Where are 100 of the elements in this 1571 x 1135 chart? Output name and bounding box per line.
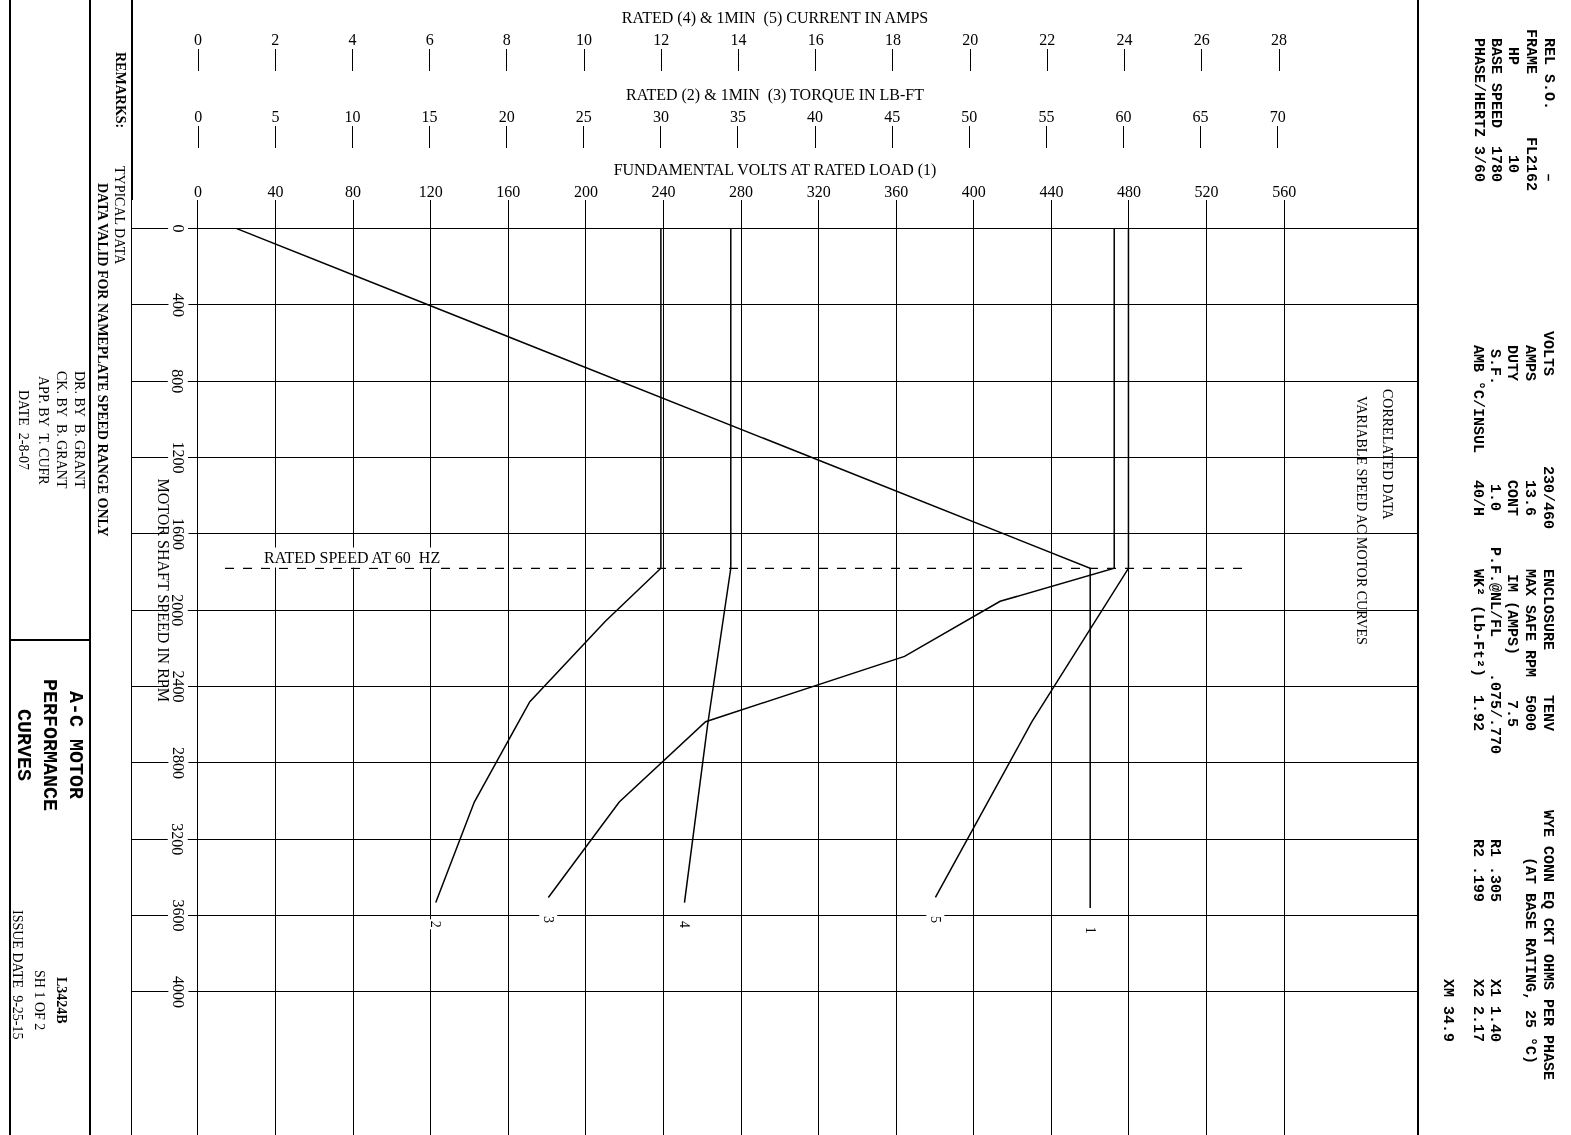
text: AMB °C/INSUL 40/H	[1469, 345, 1486, 517]
text: A-C MOTOR PERFORMANCE CURVES	[12, 679, 87, 812]
x-tick-label: 22	[1039, 30, 1056, 48]
text: 5	[927, 916, 943, 924]
text: DUTY CONT	[1503, 345, 1520, 517]
ref-line-label: RATED SPEED AT 60 HZ	[264, 549, 441, 566]
text: ISSUE DATE 9-25-15	[10, 910, 25, 1040]
text: DR. BY B. GRANT	[72, 371, 87, 489]
x2-tick-label: 55	[1038, 107, 1055, 125]
x-tick-label: 80	[345, 182, 362, 200]
x-tick-label: 16	[807, 30, 824, 48]
x2-tick-label: 5	[271, 107, 280, 125]
y-tick-label: 1600	[169, 517, 187, 550]
text: APP. BY T. CUFR	[36, 376, 51, 486]
x-tick-label: 0	[194, 30, 203, 48]
x-tick-label: 480	[1116, 182, 1141, 200]
text: IM (AMPS) 7.5	[1503, 574, 1520, 728]
x2-tick-label: 40	[807, 107, 824, 125]
y-tick-label: 3200	[169, 823, 187, 856]
text: DATA VALID FOR NAMEPLATE SPEED RANGE ONLY	[95, 183, 110, 537]
x-tick-label: 26	[1193, 30, 1210, 48]
x2-tick-label: 35	[729, 107, 746, 125]
text: 1	[1083, 926, 1099, 934]
y-tick-label: 4000	[169, 975, 187, 1008]
text: BASE SPEED 1780	[1487, 38, 1504, 183]
text: XM 34.9	[1439, 979, 1456, 1043]
y-tick-label: 2000	[169, 594, 187, 627]
x2-tick-label: 70	[1269, 107, 1286, 125]
x2-tick-label: 65	[1192, 107, 1209, 125]
x-tick-label: 320	[806, 182, 831, 200]
text: (AT BASE RATING, 25 °C)	[1521, 857, 1538, 1065]
y-axis-title: MOTOR SHAFT SPEED IN RPM	[154, 478, 172, 702]
y-tick-label: 0	[169, 224, 187, 233]
x2-tick-label: 0	[194, 107, 203, 125]
x-tick-label: 20	[962, 30, 979, 48]
text: L3424B	[54, 977, 69, 1024]
text: DATE 2-8-07	[16, 390, 31, 471]
text: SH 1 OF 2	[32, 970, 47, 1031]
text: 2	[428, 920, 444, 928]
text: X1 1.40	[1486, 979, 1503, 1043]
x2-tick-label: 45	[884, 107, 901, 125]
text: HP 10	[1504, 47, 1521, 174]
text: REL S.O. –	[1540, 38, 1557, 183]
text: TYPICAL DATA	[112, 166, 127, 266]
text: AMPS 13.6	[1521, 345, 1538, 517]
x2-tick-label: 30	[652, 107, 669, 125]
text: FRAME FL2162	[1522, 29, 1539, 192]
x-tick-label: 4	[348, 30, 357, 48]
x-tick-label: 14	[730, 30, 747, 48]
y-tick-label: 800	[169, 369, 187, 394]
x-tick-label: 10	[576, 30, 593, 48]
x-tick-label: 0	[193, 182, 202, 200]
x-tick-label: 6	[425, 30, 434, 48]
x-tick-label: 520	[1194, 182, 1219, 200]
text: 3	[540, 916, 556, 924]
text: R1 .305	[1486, 839, 1503, 903]
x-tick-label: 160	[496, 182, 521, 200]
annotation: VARIABLE SPEED AC MOTOR CURVES	[1354, 396, 1369, 645]
text: 4	[677, 921, 693, 929]
x-tick-label: 2	[271, 30, 280, 48]
text: P.F.@NL/FL .075/.770	[1486, 547, 1503, 755]
x-tick-label: 400	[961, 182, 986, 200]
x-tick-label: 120	[418, 182, 443, 200]
text: X2 2.17	[1469, 979, 1486, 1043]
x2-tick-label: 50	[961, 107, 978, 125]
x2-tick-label: 15	[421, 107, 438, 125]
text: REMARKS:	[113, 52, 128, 129]
y-tick-label: 2800	[169, 746, 187, 779]
x2-tick-label: 20	[498, 107, 515, 125]
x-tick-label: 8	[502, 30, 511, 48]
x-tick-label: 200	[573, 182, 598, 200]
x-axis-title: RATED (4) & 1MIN (5) CURRENT IN AMPS	[621, 8, 929, 27]
text: WK² (Lb-Ft²) 1.92	[1469, 569, 1486, 732]
text: MAX SAFE RPM 5000	[1521, 569, 1538, 732]
text: R2 .199	[1469, 839, 1486, 903]
x-tick-label: 440	[1039, 182, 1064, 200]
y-tick-label: 1200	[169, 441, 187, 474]
x-tick-label: 18	[884, 30, 901, 48]
x-tick-label: 280	[729, 182, 754, 200]
x-tick-label: 28	[1271, 30, 1288, 48]
text: CK. BY B. GRANT	[54, 371, 69, 489]
x-tick-label: 24	[1116, 30, 1133, 48]
annotation: CORRELATED DATA	[1380, 389, 1395, 521]
text: S.F. 1.0	[1486, 349, 1503, 512]
y-tick-label: 3600	[169, 899, 187, 932]
y-tick-label: 400	[169, 292, 187, 317]
x-tick-label: 240	[651, 182, 676, 200]
text: PHASE/HERTZ 3/60	[1470, 38, 1487, 183]
x2-tick-label: 25	[575, 107, 592, 125]
x2-axis-title: RATED (2) & 1MIN (3) TORQUE IN LB-FT	[625, 85, 925, 104]
text: ENCLOSURE TENV	[1539, 569, 1556, 732]
x-tick-label: 560	[1272, 182, 1297, 200]
text: VOLTS 230/460	[1539, 331, 1556, 530]
x2-tick-label: 60	[1115, 107, 1132, 125]
x-tick-label: 12	[653, 30, 670, 48]
y-tick-label: 2400	[169, 670, 187, 703]
x-axis-title: FUNDAMENTAL VOLTS AT RATED LOAD (1)	[613, 160, 937, 179]
x-tick-label: 40	[267, 182, 284, 200]
text: WYE CONN EQ CKT OHMS PER PHASE	[1539, 810, 1556, 1081]
x-tick-label: 360	[884, 182, 909, 200]
